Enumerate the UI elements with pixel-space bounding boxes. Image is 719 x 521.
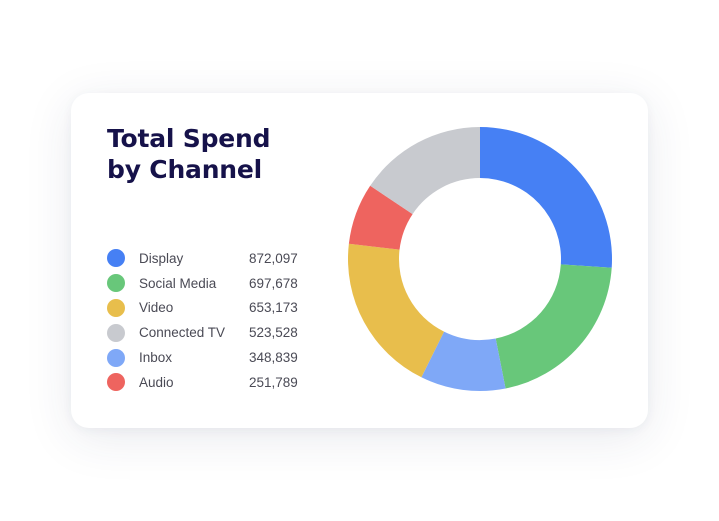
donut-slice-audio xyxy=(348,185,413,250)
legend-swatch-inbox xyxy=(107,348,125,367)
chart-legend: Display 872,097 Social Media 697,678 Vid… xyxy=(107,246,298,395)
legend-item-inbox: Inbox 348,839 xyxy=(107,345,298,370)
chart-card: Total Spend by Channel Display 872,097 S… xyxy=(71,93,648,428)
chart-title-line-1: Total Spend xyxy=(107,124,271,153)
donut-slice-display xyxy=(480,127,612,268)
legend-value-inbox: 348,839 xyxy=(249,350,298,366)
donut-slice-video xyxy=(348,243,445,378)
legend-label-social-media: Social Media xyxy=(139,275,217,291)
legend-label-video: Video xyxy=(139,300,174,316)
legend-item-video: Video 653,173 xyxy=(107,296,298,321)
legend-item-social-media: Social Media 697,678 xyxy=(107,271,298,296)
legend-label-connected-tv: Connected TV xyxy=(139,325,226,341)
legend-swatch-social-media xyxy=(107,274,125,293)
legend-swatch-display xyxy=(107,249,125,268)
legend-item-audio: Audio 251,789 xyxy=(107,370,298,395)
legend-item-display: Display 872,097 xyxy=(107,246,298,271)
legend-label-inbox: Inbox xyxy=(139,350,173,366)
legend-swatch-audio xyxy=(107,373,125,392)
chart-title: Total Spend by Channel xyxy=(107,123,271,185)
donut-slice-connected-tv xyxy=(370,127,480,215)
legend-label-audio: Audio xyxy=(139,374,174,390)
legend-value-social-media: 697,678 xyxy=(249,275,298,291)
legend-swatch-connected-tv xyxy=(107,323,125,342)
donut-slice-inbox xyxy=(421,331,506,391)
legend-value-display: 872,097 xyxy=(249,250,298,266)
donut-slice-social-media xyxy=(495,264,612,389)
legend-value-connected-tv: 523,528 xyxy=(249,325,298,341)
legend-label-display: Display xyxy=(139,250,184,266)
legend-item-connected-tv: Connected TV 523,528 xyxy=(107,320,298,345)
donut-chart xyxy=(348,127,612,391)
legend-value-video: 653,173 xyxy=(249,300,298,316)
legend-value-audio: 251,789 xyxy=(249,374,298,390)
legend-swatch-video xyxy=(107,298,125,317)
chart-title-line-2: by Channel xyxy=(107,155,263,184)
